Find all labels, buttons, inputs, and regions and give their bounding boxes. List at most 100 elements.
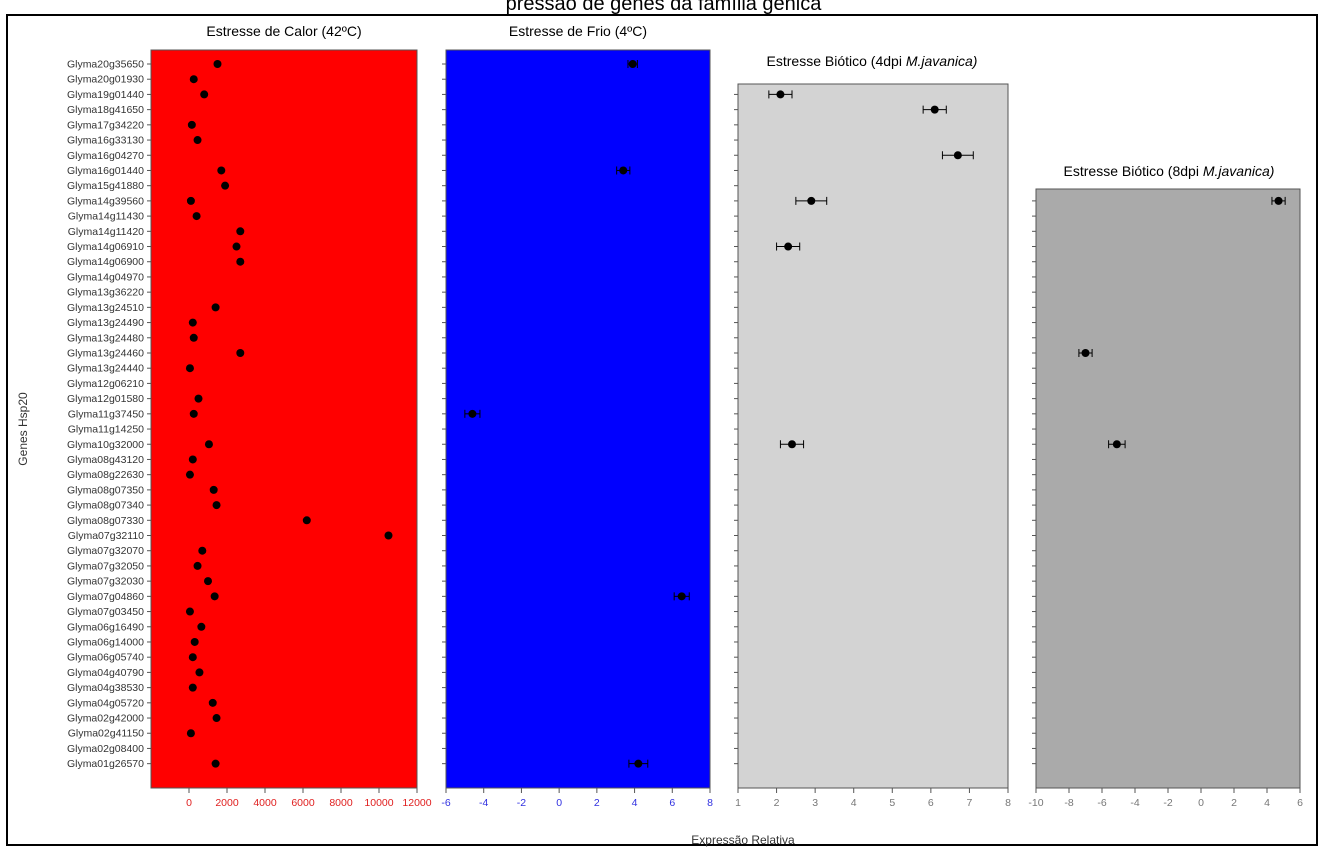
gene-label: Glyma07g04860 bbox=[67, 591, 144, 603]
gene-label: Glyma08g43120 bbox=[67, 454, 144, 466]
data-point bbox=[384, 531, 393, 540]
data-point bbox=[193, 561, 202, 570]
gene-label: Glyma15g41880 bbox=[67, 180, 144, 192]
x-tick-label: -2 bbox=[517, 797, 526, 809]
data-point bbox=[211, 303, 220, 312]
data-point bbox=[186, 729, 195, 738]
gene-label: Glyma07g32050 bbox=[67, 560, 144, 572]
figure-frame: Glyma20g35650 Glyma20g01930 Glyma19g01440 G… bbox=[6, 14, 1318, 847]
data-point bbox=[200, 90, 209, 99]
gene-label: Glyma08g07340 bbox=[67, 500, 144, 512]
gene-label: Glyma20g01930 bbox=[67, 74, 144, 86]
gene-label: Glyma04g40790 bbox=[67, 667, 144, 679]
x-tick-label: 2 bbox=[1231, 797, 1237, 809]
data-point bbox=[1081, 348, 1090, 357]
x-axis-title: Expressão Relativa bbox=[691, 833, 795, 847]
gene-label: Glyma06g05740 bbox=[67, 652, 144, 664]
data-point bbox=[221, 181, 230, 190]
gene-label: Glyma04g05720 bbox=[67, 697, 144, 709]
x-tick-label: 6000 bbox=[291, 797, 315, 809]
panel-background bbox=[737, 83, 1009, 789]
panel-4: -10 -8 -6 -4 -2 0 2 4 6 Estresse Biótico (8dpi M.… bbox=[1028, 163, 1303, 809]
gene-label: Glyma17g34220 bbox=[67, 119, 144, 131]
x-tick-label: 2 bbox=[774, 797, 780, 809]
x-tick-label: -6 bbox=[1097, 797, 1106, 809]
x-tick-label: 2 bbox=[594, 797, 600, 809]
gene-label: Glyma14g11430 bbox=[68, 211, 144, 223]
data-point bbox=[807, 196, 816, 205]
x-tick-label: 1 bbox=[735, 797, 741, 809]
data-point bbox=[188, 653, 197, 662]
data-point bbox=[1274, 196, 1283, 205]
x-tick-label: 8 bbox=[1005, 797, 1011, 809]
gene-label: Glyma08g07330 bbox=[67, 515, 144, 527]
x-tick-label: 7 bbox=[967, 797, 973, 809]
panel-2: -6 -4 -2 0 2 4 6 8 Estresse de Frio (4ºC) bbox=[441, 23, 713, 809]
data-point bbox=[930, 105, 939, 114]
gene-label: Glyma08g22630 bbox=[67, 469, 144, 481]
gene-label: Glyma18g41650 bbox=[67, 104, 144, 116]
gene-label: Glyma19g01440 bbox=[67, 89, 144, 101]
data-point bbox=[188, 455, 197, 464]
data-point bbox=[217, 166, 226, 175]
x-tick-label: -4 bbox=[1130, 797, 1139, 809]
top-caption-fragment: pressão de genes da família gênica bbox=[505, 0, 822, 15]
data-point bbox=[788, 440, 796, 449]
data-point bbox=[211, 759, 220, 768]
x-tick-label: 4 bbox=[632, 797, 638, 809]
gene-label: Glyma20g35650 bbox=[67, 59, 144, 71]
data-point bbox=[193, 136, 202, 145]
x-tick-label: 3 bbox=[812, 797, 818, 809]
gene-label: Glyma13g36220 bbox=[67, 287, 144, 299]
x-tick-label: 8000 bbox=[329, 797, 353, 809]
data-point bbox=[210, 592, 219, 601]
x-tick-label: 6 bbox=[1297, 797, 1303, 809]
data-point bbox=[212, 714, 221, 723]
data-point bbox=[1112, 440, 1121, 449]
gene-label: Glyma16g33130 bbox=[67, 135, 144, 147]
data-point bbox=[189, 409, 198, 418]
gene-label: Glyma12g01580 bbox=[67, 393, 144, 405]
data-point bbox=[194, 394, 203, 403]
panel-3: 1 2 3 4 5 6 7 8 Estresse Biótico (4dpi M.javanic… bbox=[734, 53, 1011, 809]
data-point bbox=[302, 516, 311, 525]
data-point bbox=[776, 90, 785, 99]
x-tick-label: -10 bbox=[1028, 797, 1043, 809]
gene-label: Glyma14g04970 bbox=[67, 271, 144, 283]
gene-label: Glyma07g32030 bbox=[67, 576, 144, 588]
gene-label: Glyma07g32070 bbox=[67, 545, 144, 557]
gene-label: Glyma08g07350 bbox=[67, 484, 144, 496]
x-tick-label: -6 bbox=[441, 797, 450, 809]
data-point bbox=[188, 683, 197, 692]
data-point bbox=[204, 577, 212, 586]
gene-label: Glyma01g26570 bbox=[67, 758, 144, 770]
x-tick-label: -8 bbox=[1064, 797, 1073, 809]
data-point bbox=[195, 668, 204, 677]
gene-label: Glyma04g38530 bbox=[67, 682, 144, 694]
data-point bbox=[628, 60, 637, 68]
data-point bbox=[188, 318, 197, 327]
data-point bbox=[209, 485, 218, 494]
data-point bbox=[953, 151, 962, 160]
data-point bbox=[189, 75, 198, 84]
gene-label: Glyma07g32110 bbox=[68, 530, 144, 542]
gene-label: Glyma07g03450 bbox=[67, 606, 144, 618]
gene-label: Glyma13g24440 bbox=[67, 363, 144, 375]
x-tick-label: 6 bbox=[669, 797, 675, 809]
panel-background bbox=[150, 49, 418, 789]
gene-label: Glyma06g16490 bbox=[67, 621, 144, 633]
x-tick-label: 6 bbox=[928, 797, 934, 809]
data-point bbox=[197, 622, 206, 631]
y-axis-title: Genes Hsp20 bbox=[16, 392, 30, 466]
data-point bbox=[468, 409, 477, 418]
x-tick-label: -4 bbox=[479, 797, 488, 809]
data-point bbox=[213, 60, 222, 68]
gene-label: Glyma11g37450 bbox=[68, 408, 144, 420]
x-tick-label: 8 bbox=[707, 797, 713, 809]
data-point bbox=[186, 196, 195, 205]
data-point bbox=[619, 166, 628, 175]
panel-title: Estresse Biótico (8dpi M.javanica) bbox=[1064, 163, 1275, 179]
data-point bbox=[208, 698, 217, 707]
data-point bbox=[677, 592, 686, 601]
gene-label: Glyma14g06910 bbox=[67, 241, 144, 253]
